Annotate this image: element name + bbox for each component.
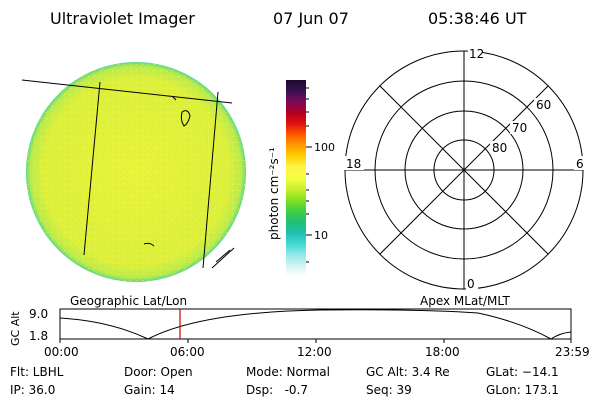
- polar-label-18: 18: [346, 157, 361, 171]
- label-bg: [344, 156, 364, 170]
- polar-label-6: 6: [576, 157, 584, 171]
- xtick-0600: 06:00: [170, 345, 205, 359]
- xticks: [59, 339, 572, 343]
- label-bg: [490, 141, 510, 154]
- uv-disk-texture: [26, 62, 246, 282]
- caption-apex: Apex MLat/MLT: [420, 294, 510, 308]
- colorbar: 100 10 photon cm⁻²s⁻¹: [267, 80, 335, 276]
- info-gc-alt: GC Alt: 3.4 Re: [366, 365, 450, 379]
- info-glat: GLat: −14.1: [486, 365, 559, 379]
- info-filter: Flt: LBHL: [10, 365, 64, 379]
- colorbar-tick-10: 10: [314, 229, 328, 242]
- polar-label-0: 0: [467, 277, 475, 291]
- polar-plot: [344, 50, 584, 290]
- xtick-0000: 00:00: [44, 345, 79, 359]
- label-bg: [466, 278, 478, 290]
- coastline-contour: [180, 110, 191, 127]
- xtick-2359: 23:59: [555, 345, 590, 359]
- ytick-1-8: 1.8: [29, 329, 48, 343]
- xtick-1800: 18:00: [425, 345, 460, 359]
- longitude-line-east: [202, 91, 219, 269]
- info-glon: GLon: 173.1: [486, 383, 559, 397]
- ytick-9: 9.0: [29, 307, 48, 321]
- polar-diagonal: [379, 85, 549, 255]
- coastline-contour: [143, 242, 155, 247]
- info-gain: Gain: 14: [124, 383, 175, 397]
- xtick-1200: 12:00: [297, 345, 332, 359]
- geographic-grid: [21, 79, 235, 269]
- polar-ring-label-70: 70: [512, 121, 527, 135]
- polar-label-12: 12: [469, 47, 484, 61]
- info-panel: Flt: LBHL IP: 36.0 Door: Open Gain: 14 M…: [10, 365, 559, 397]
- info-dsp: Dsp: -0.7: [246, 383, 308, 397]
- label-bg: [468, 47, 482, 59]
- caption-geographic: Geographic Lat/Lon: [70, 294, 187, 308]
- polar-ring-label-60: 60: [536, 98, 551, 112]
- date-label: 07 Jun 07: [273, 9, 349, 28]
- uv-image: [21, 62, 246, 282]
- info-door: Door: Open: [124, 365, 193, 379]
- info-mode: Mode: Normal: [246, 365, 330, 379]
- label-bg: [574, 156, 586, 170]
- coastline-contour: [171, 95, 177, 101]
- time-label: 05:38:46 UT: [428, 9, 527, 28]
- colorbar-tick-100: 100: [314, 141, 335, 154]
- colorbar-scale: [286, 80, 306, 276]
- info-seq: Seq: 39: [366, 383, 412, 397]
- polar-ring-label-80: 80: [492, 141, 507, 155]
- latitude-line: [21, 79, 233, 104]
- info-ip: IP: 36.0: [10, 383, 55, 397]
- altitude-curve: [59, 309, 572, 340]
- colorbar-label: photon cm⁻²s⁻¹: [267, 147, 281, 240]
- longitude-line-west: [83, 81, 101, 256]
- coastline-contour: [211, 247, 235, 269]
- label-bg: [510, 121, 530, 134]
- title: Ultraviolet Imager: [50, 9, 195, 28]
- altitude-plot: 9.0 1.8 GC Alt 00:00 06:00 12:00 18:00 2…: [9, 307, 590, 359]
- altitude-ylabel: GC Alt: [9, 311, 22, 346]
- colorbar-minor-ticks: [306, 87, 309, 263]
- label-bg: [534, 98, 554, 111]
